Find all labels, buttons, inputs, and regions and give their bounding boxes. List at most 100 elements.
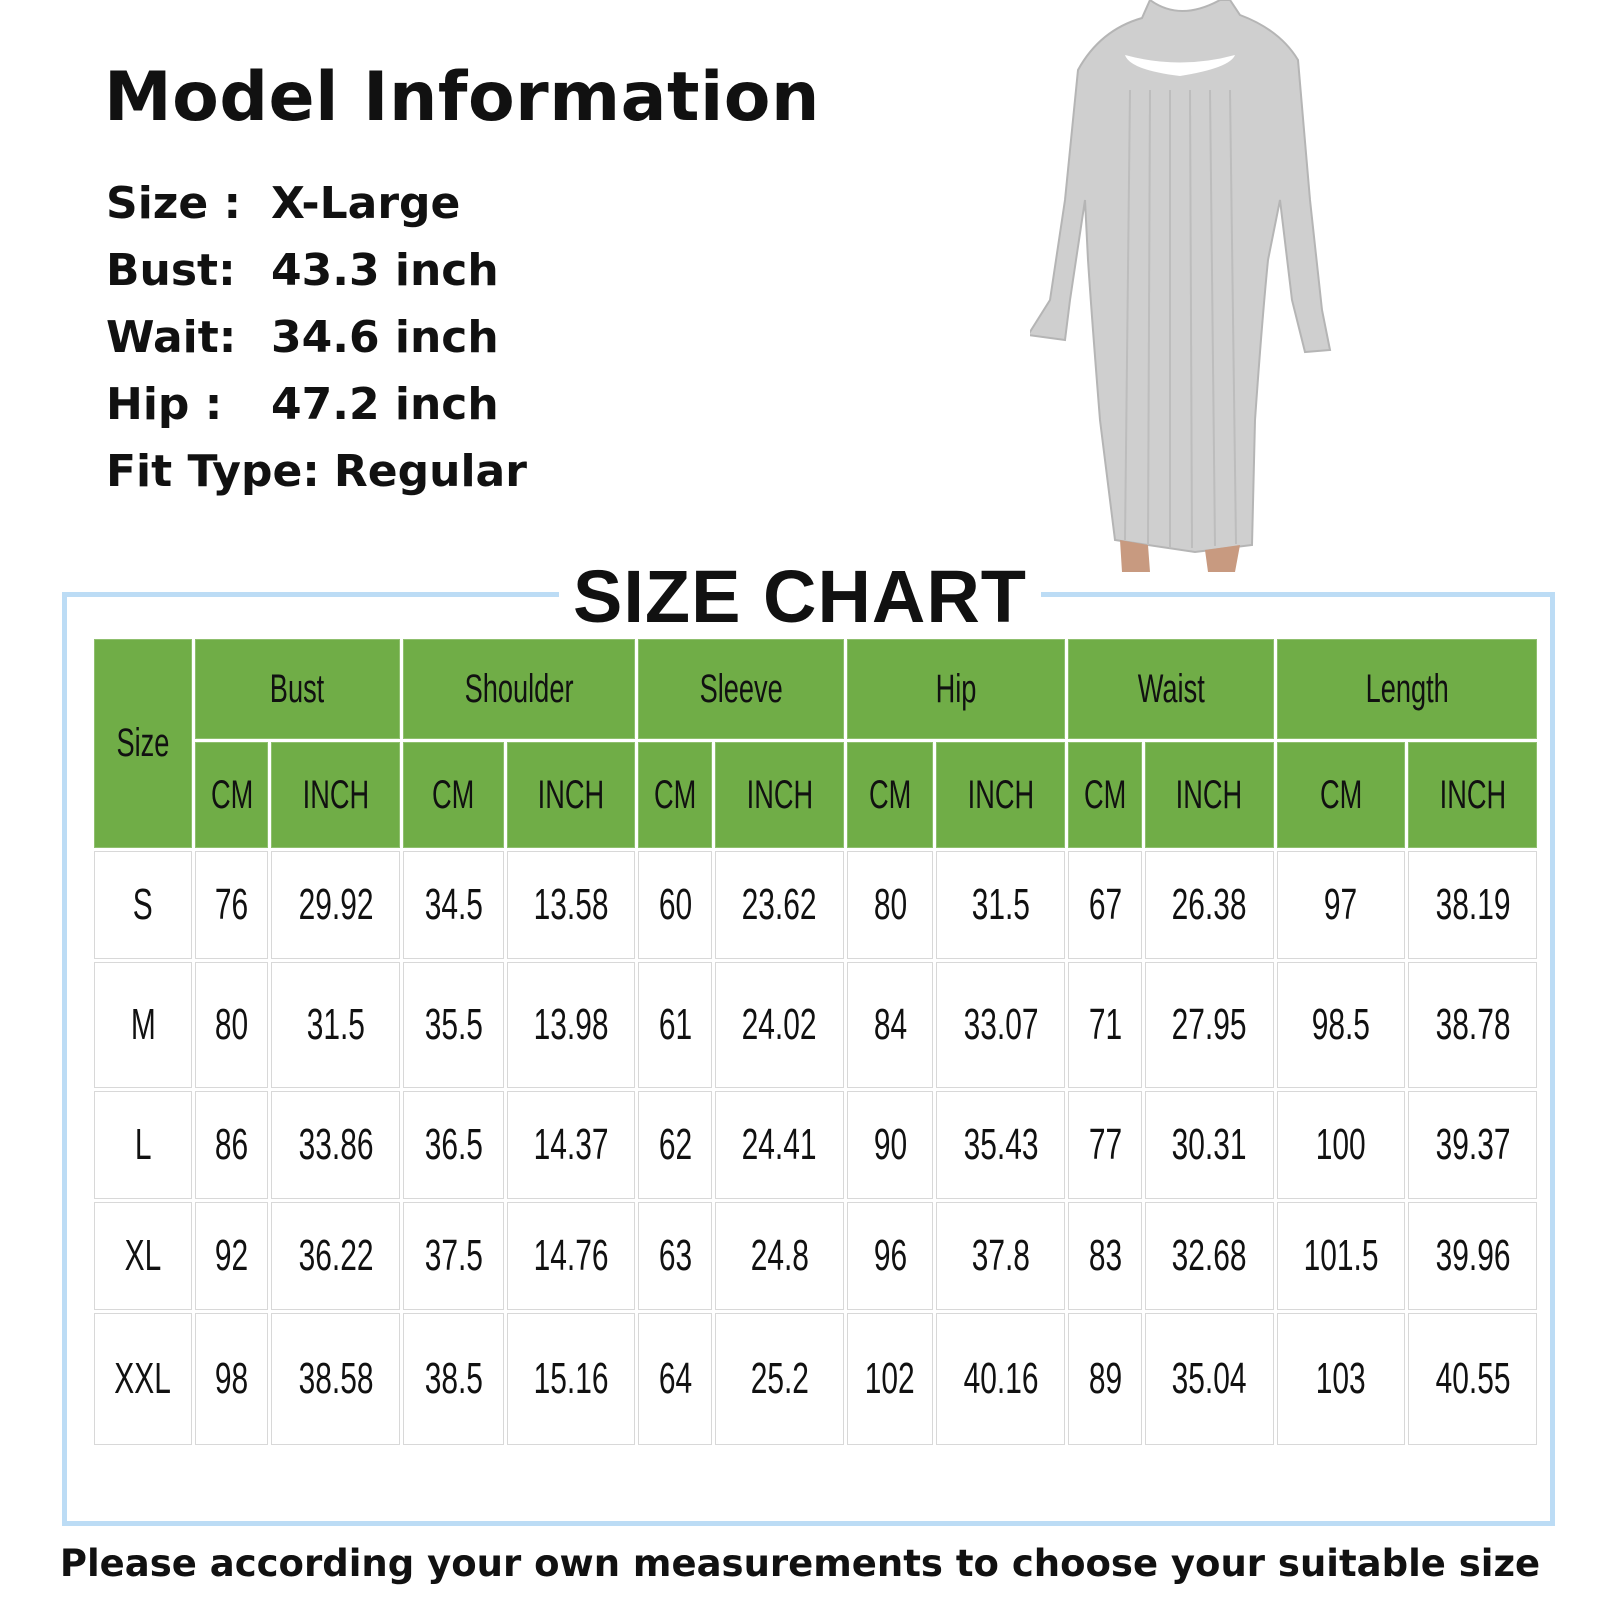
size-cell: L (94, 1091, 192, 1199)
model-info-row: Hip : 47.2 inch (106, 371, 527, 438)
value-cell: 38.78 (1408, 962, 1537, 1088)
value-cell: 80 (194, 962, 269, 1088)
size-cell: XXL (94, 1313, 192, 1445)
value-cell: 71 (1068, 962, 1142, 1088)
value-cell: 83 (1068, 1202, 1142, 1310)
value-cell: 96 (846, 1202, 934, 1310)
info-value: 34.6 inch (271, 312, 499, 363)
value-cell: 24.8 (715, 1202, 844, 1310)
value-cell: 98 (194, 1313, 269, 1445)
table-row: XL 92 36.22 37.5 14.76 63 24.8 96 37.8 83 32.68 101… (94, 1202, 1537, 1310)
value-cell: 37.5 (403, 1202, 504, 1310)
info-label: Size : (106, 178, 242, 229)
value-cell: 13.58 (506, 851, 636, 959)
size-cell: M (94, 962, 192, 1088)
table-row: S 76 29.92 34.5 13.58 60 23.62 80 31.5 67 26.38 97 3… (94, 851, 1537, 959)
unit-header: CM (403, 742, 504, 848)
value-cell: 38.5 (403, 1313, 504, 1445)
value-cell: 98.5 (1276, 962, 1406, 1088)
info-value: Regular (333, 446, 527, 497)
model-info-row: Bust: 43.3 inch (106, 237, 527, 304)
unit-header: CM (846, 742, 934, 848)
value-cell: 89 (1068, 1313, 1142, 1445)
value-cell: 102 (846, 1313, 934, 1445)
value-cell: 76 (194, 851, 269, 959)
table-row: M 80 31.5 35.5 13.98 61 24.02 84 33.07 71 27.95 98.… (94, 962, 1537, 1088)
value-cell: 80 (846, 851, 934, 959)
table-row: XXL 98 38.58 38.5 15.16 64 25.2 102 40.16 89 35.04… (94, 1313, 1537, 1445)
value-cell: 33.07 (936, 962, 1066, 1088)
model-info-list: Size : X-Large Bust: 43.3 inch Wait: 34.6 inc… (106, 170, 527, 505)
unit-header: CM (1276, 742, 1406, 848)
value-cell: 14.37 (506, 1091, 636, 1199)
model-info-row: Size : X-Large (106, 170, 527, 237)
info-label: Hip : (106, 379, 223, 430)
group-header-bust: Bust (194, 639, 401, 739)
size-cell: XL (94, 1202, 192, 1310)
value-cell: 77 (1068, 1091, 1142, 1199)
value-cell: 61 (638, 962, 713, 1088)
value-cell: 36.22 (271, 1202, 401, 1310)
group-header-length: Length (1276, 639, 1537, 739)
value-cell: 34.5 (403, 851, 504, 959)
unit-header: CM (194, 742, 269, 848)
value-cell: 39.96 (1408, 1202, 1537, 1310)
model-info-row: Fit Type: Regular (106, 438, 527, 505)
size-column-header: Size (94, 639, 192, 848)
value-cell: 103 (1276, 1313, 1406, 1445)
unit-header: INCH (1408, 742, 1537, 848)
unit-header: INCH (1144, 742, 1274, 848)
value-cell: 60 (638, 851, 713, 959)
value-cell: 92 (194, 1202, 269, 1310)
value-cell: 35.04 (1144, 1313, 1274, 1445)
value-cell: 35.43 (936, 1091, 1066, 1199)
size-cell: S (94, 851, 192, 959)
value-cell: 90 (846, 1091, 934, 1199)
value-cell: 31.5 (936, 851, 1066, 959)
value-cell: 24.02 (715, 962, 844, 1088)
group-header-shoulder: Shoulder (403, 639, 636, 739)
value-cell: 33.86 (271, 1091, 401, 1199)
model-info-title: Model Information (104, 58, 820, 137)
info-value: 47.2 inch (271, 379, 499, 430)
value-cell: 40.16 (936, 1313, 1066, 1445)
size-chart-table: Size Bust Shoulder Sleeve Hip Waist Length CM… (91, 636, 1540, 1448)
value-cell: 36.5 (403, 1091, 504, 1199)
unit-header: INCH (271, 742, 401, 848)
value-cell: 67 (1068, 851, 1142, 959)
value-cell: 97 (1276, 851, 1406, 959)
info-label: Wait: (106, 312, 237, 363)
value-cell: 38.58 (271, 1313, 401, 1445)
value-cell: 84 (846, 962, 934, 1088)
info-label: Bust: (106, 245, 236, 296)
group-header-waist: Waist (1068, 639, 1274, 739)
value-cell: 31.5 (271, 962, 401, 1088)
model-dress-photo (1030, 0, 1332, 572)
value-cell: 40.55 (1408, 1313, 1537, 1445)
unit-header: CM (638, 742, 713, 848)
value-cell: 86 (194, 1091, 269, 1199)
value-cell: 63 (638, 1202, 713, 1310)
unit-header: INCH (715, 742, 844, 848)
unit-header: INCH (506, 742, 636, 848)
value-cell: 100 (1276, 1091, 1406, 1199)
info-value: 43.3 inch (271, 245, 499, 296)
value-cell: 64 (638, 1313, 713, 1445)
value-cell: 26.38 (1144, 851, 1274, 959)
value-cell: 30.31 (1144, 1091, 1274, 1199)
value-cell: 101.5 (1276, 1202, 1406, 1310)
value-cell: 35.5 (403, 962, 504, 1088)
value-cell: 32.68 (1144, 1202, 1274, 1310)
value-cell: 23.62 (715, 851, 844, 959)
unit-header: CM (1068, 742, 1142, 848)
value-cell: 62 (638, 1091, 713, 1199)
value-cell: 27.95 (1144, 962, 1274, 1088)
unit-header: INCH (936, 742, 1066, 848)
value-cell: 39.37 (1408, 1091, 1537, 1199)
model-info-row: Wait: 34.6 inch (106, 304, 527, 371)
value-cell: 13.98 (506, 962, 636, 1088)
group-header-sleeve: Sleeve (638, 639, 844, 739)
value-cell: 14.76 (506, 1202, 636, 1310)
value-cell: 25.2 (715, 1313, 844, 1445)
value-cell: 24.41 (715, 1091, 844, 1199)
